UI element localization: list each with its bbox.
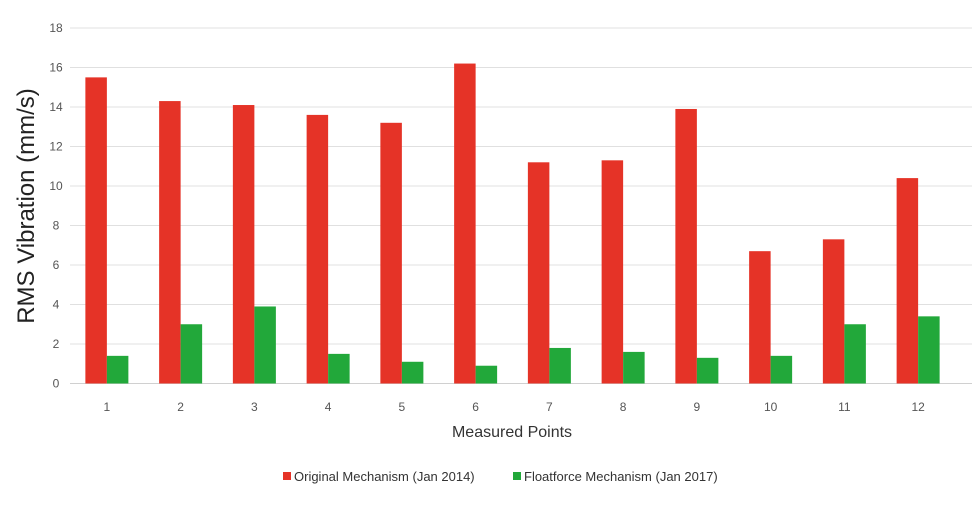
x-tick-label: 4 <box>325 400 332 414</box>
x-tick-label: 7 <box>546 400 553 414</box>
bar-original-11 <box>822 239 845 384</box>
x-tick-label: 5 <box>399 400 406 414</box>
bar-floatforce-7 <box>549 347 571 384</box>
bar-original-12 <box>896 178 919 384</box>
bar-floatforce-9 <box>696 357 719 384</box>
legend: Original Mechanism (Jan 2014) Floatforce … <box>283 469 718 484</box>
y-tick-label: 2 <box>53 337 60 351</box>
bar-floatforce-3 <box>254 306 276 384</box>
y-tick-label: 8 <box>53 219 60 233</box>
legend-swatch <box>513 472 521 480</box>
x-tick-label: 1 <box>104 400 111 414</box>
x-tick-label: 3 <box>251 400 258 414</box>
x-tick-label: 10 <box>764 400 778 414</box>
x-axis-ticks: 1 2 3 4 5 6 7 8 9 10 11 12 <box>104 400 926 414</box>
x-tick-label: 9 <box>694 400 701 414</box>
bar-floatforce-12 <box>918 316 940 384</box>
x-tick-label: 12 <box>911 400 925 414</box>
x-tick-label: 6 <box>472 400 479 414</box>
bar-original-6 <box>454 63 476 384</box>
y-tick-label: 10 <box>49 179 63 193</box>
legend-label: Original Mechanism (Jan 2014) <box>294 469 475 484</box>
bar-original-10 <box>749 251 771 384</box>
y-tick-label: 18 <box>49 21 63 35</box>
bar-original-1 <box>85 77 107 384</box>
y-tick-label: 16 <box>49 61 63 75</box>
y-tick-label: 14 <box>49 100 63 114</box>
bar-original-7 <box>527 162 550 384</box>
y-tick-label: 12 <box>49 140 63 154</box>
x-tick-label: 11 <box>838 400 851 414</box>
bar-floatforce-10 <box>770 355 793 384</box>
bar-original-3 <box>232 105 255 384</box>
y-tick-label: 0 <box>53 377 60 391</box>
y-axis-ticks: 0 2 4 6 8 10 12 14 16 18 <box>49 21 63 391</box>
bar-floatforce-2 <box>180 324 203 384</box>
x-axis-label: Measured Points <box>452 424 572 441</box>
bar-floatforce-6 <box>475 365 498 384</box>
bar-original-8 <box>601 160 624 384</box>
bar-original-5 <box>380 122 402 384</box>
legend-label: Floatforce Mechanism (Jan 2017) <box>524 469 718 484</box>
bar-original-9 <box>675 108 697 384</box>
bars <box>85 63 940 384</box>
bar-floatforce-11 <box>844 324 866 384</box>
bar-original-4 <box>306 114 329 384</box>
bar-floatforce-5 <box>401 361 424 384</box>
y-axis-label: RMS Vibration (mm/s) <box>13 88 40 324</box>
x-tick-label: 2 <box>177 400 184 414</box>
gridlines <box>70 27 972 384</box>
bar-floatforce-1 <box>106 355 129 384</box>
y-tick-label: 6 <box>53 258 60 272</box>
bar-floatforce-4 <box>328 353 350 384</box>
y-tick-label: 4 <box>53 298 60 312</box>
legend-swatch <box>283 472 291 480</box>
bar-floatforce-8 <box>623 351 645 384</box>
x-tick-label: 8 <box>620 400 627 414</box>
bar-original-2 <box>159 101 181 384</box>
